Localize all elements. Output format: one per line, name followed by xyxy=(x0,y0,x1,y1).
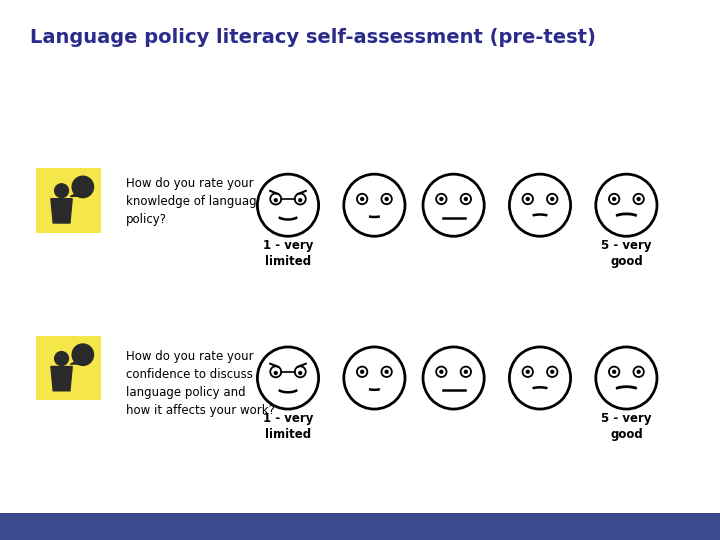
Ellipse shape xyxy=(344,347,405,409)
Ellipse shape xyxy=(423,174,485,237)
Circle shape xyxy=(464,197,468,201)
Circle shape xyxy=(360,370,364,374)
Text: Language policy literacy self-assessment (pre-test): Language policy literacy self-assessment… xyxy=(30,28,596,47)
Circle shape xyxy=(461,367,471,377)
Text: 5 - very
good: 5 - very good xyxy=(601,239,652,268)
Circle shape xyxy=(294,366,306,377)
FancyBboxPatch shape xyxy=(36,336,101,400)
Circle shape xyxy=(360,197,364,201)
Circle shape xyxy=(550,370,554,374)
Ellipse shape xyxy=(596,347,657,409)
Circle shape xyxy=(384,197,389,201)
Polygon shape xyxy=(71,193,81,197)
Bar xyxy=(0,513,720,540)
Text: 1 - very
limited: 1 - very limited xyxy=(263,239,313,268)
Circle shape xyxy=(612,197,616,201)
Circle shape xyxy=(357,367,367,377)
Circle shape xyxy=(439,370,444,374)
Circle shape xyxy=(274,371,278,375)
Circle shape xyxy=(298,198,302,202)
Circle shape xyxy=(609,367,619,377)
Polygon shape xyxy=(51,367,72,391)
Circle shape xyxy=(609,194,619,204)
Circle shape xyxy=(636,370,641,374)
Circle shape xyxy=(384,370,389,374)
Ellipse shape xyxy=(510,174,571,237)
Circle shape xyxy=(436,367,446,377)
Circle shape xyxy=(547,194,557,204)
Circle shape xyxy=(526,197,530,201)
Circle shape xyxy=(634,194,644,204)
Circle shape xyxy=(71,176,94,198)
Circle shape xyxy=(523,194,533,204)
Circle shape xyxy=(547,367,557,377)
Ellipse shape xyxy=(596,174,657,237)
Circle shape xyxy=(439,197,444,201)
Circle shape xyxy=(523,367,533,377)
Ellipse shape xyxy=(258,174,319,237)
Polygon shape xyxy=(51,199,72,223)
Circle shape xyxy=(461,194,471,204)
Circle shape xyxy=(357,194,367,204)
Circle shape xyxy=(54,351,69,366)
Circle shape xyxy=(526,370,530,374)
Circle shape xyxy=(298,371,302,375)
Circle shape xyxy=(636,197,641,201)
Circle shape xyxy=(54,183,69,198)
Text: 1 - very
limited: 1 - very limited xyxy=(263,412,313,441)
Text: 5 - very
good: 5 - very good xyxy=(601,412,652,441)
Ellipse shape xyxy=(344,174,405,237)
Text: How do you rate your
knowledge of language
policy?: How do you rate your knowledge of langua… xyxy=(126,177,264,226)
Circle shape xyxy=(464,370,468,374)
Circle shape xyxy=(294,193,306,205)
Ellipse shape xyxy=(510,347,571,409)
Circle shape xyxy=(270,193,282,205)
Circle shape xyxy=(382,367,392,377)
Ellipse shape xyxy=(258,347,319,409)
Circle shape xyxy=(274,198,278,202)
Text: How do you rate your
confidence to discuss
language policy and
how it affects yo: How do you rate your confidence to discu… xyxy=(126,350,275,417)
Circle shape xyxy=(270,366,282,377)
Circle shape xyxy=(550,197,554,201)
Ellipse shape xyxy=(423,347,485,409)
Circle shape xyxy=(436,194,446,204)
FancyBboxPatch shape xyxy=(36,168,101,233)
Circle shape xyxy=(634,367,644,377)
Circle shape xyxy=(612,370,616,374)
Circle shape xyxy=(382,194,392,204)
Circle shape xyxy=(71,343,94,366)
Polygon shape xyxy=(71,360,81,364)
